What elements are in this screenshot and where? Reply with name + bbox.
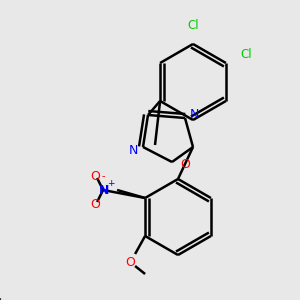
Text: O: O [90,169,100,182]
Text: +: + [106,179,114,188]
Text: O: O [125,256,135,268]
Text: Cl: Cl [187,19,199,32]
Text: -: - [101,171,105,181]
Text: N: N [190,109,200,122]
Text: O: O [180,158,190,170]
Text: Cl: Cl [240,49,251,62]
Text: O: O [90,197,100,211]
Text: N: N [129,143,138,157]
Text: N: N [99,184,109,196]
